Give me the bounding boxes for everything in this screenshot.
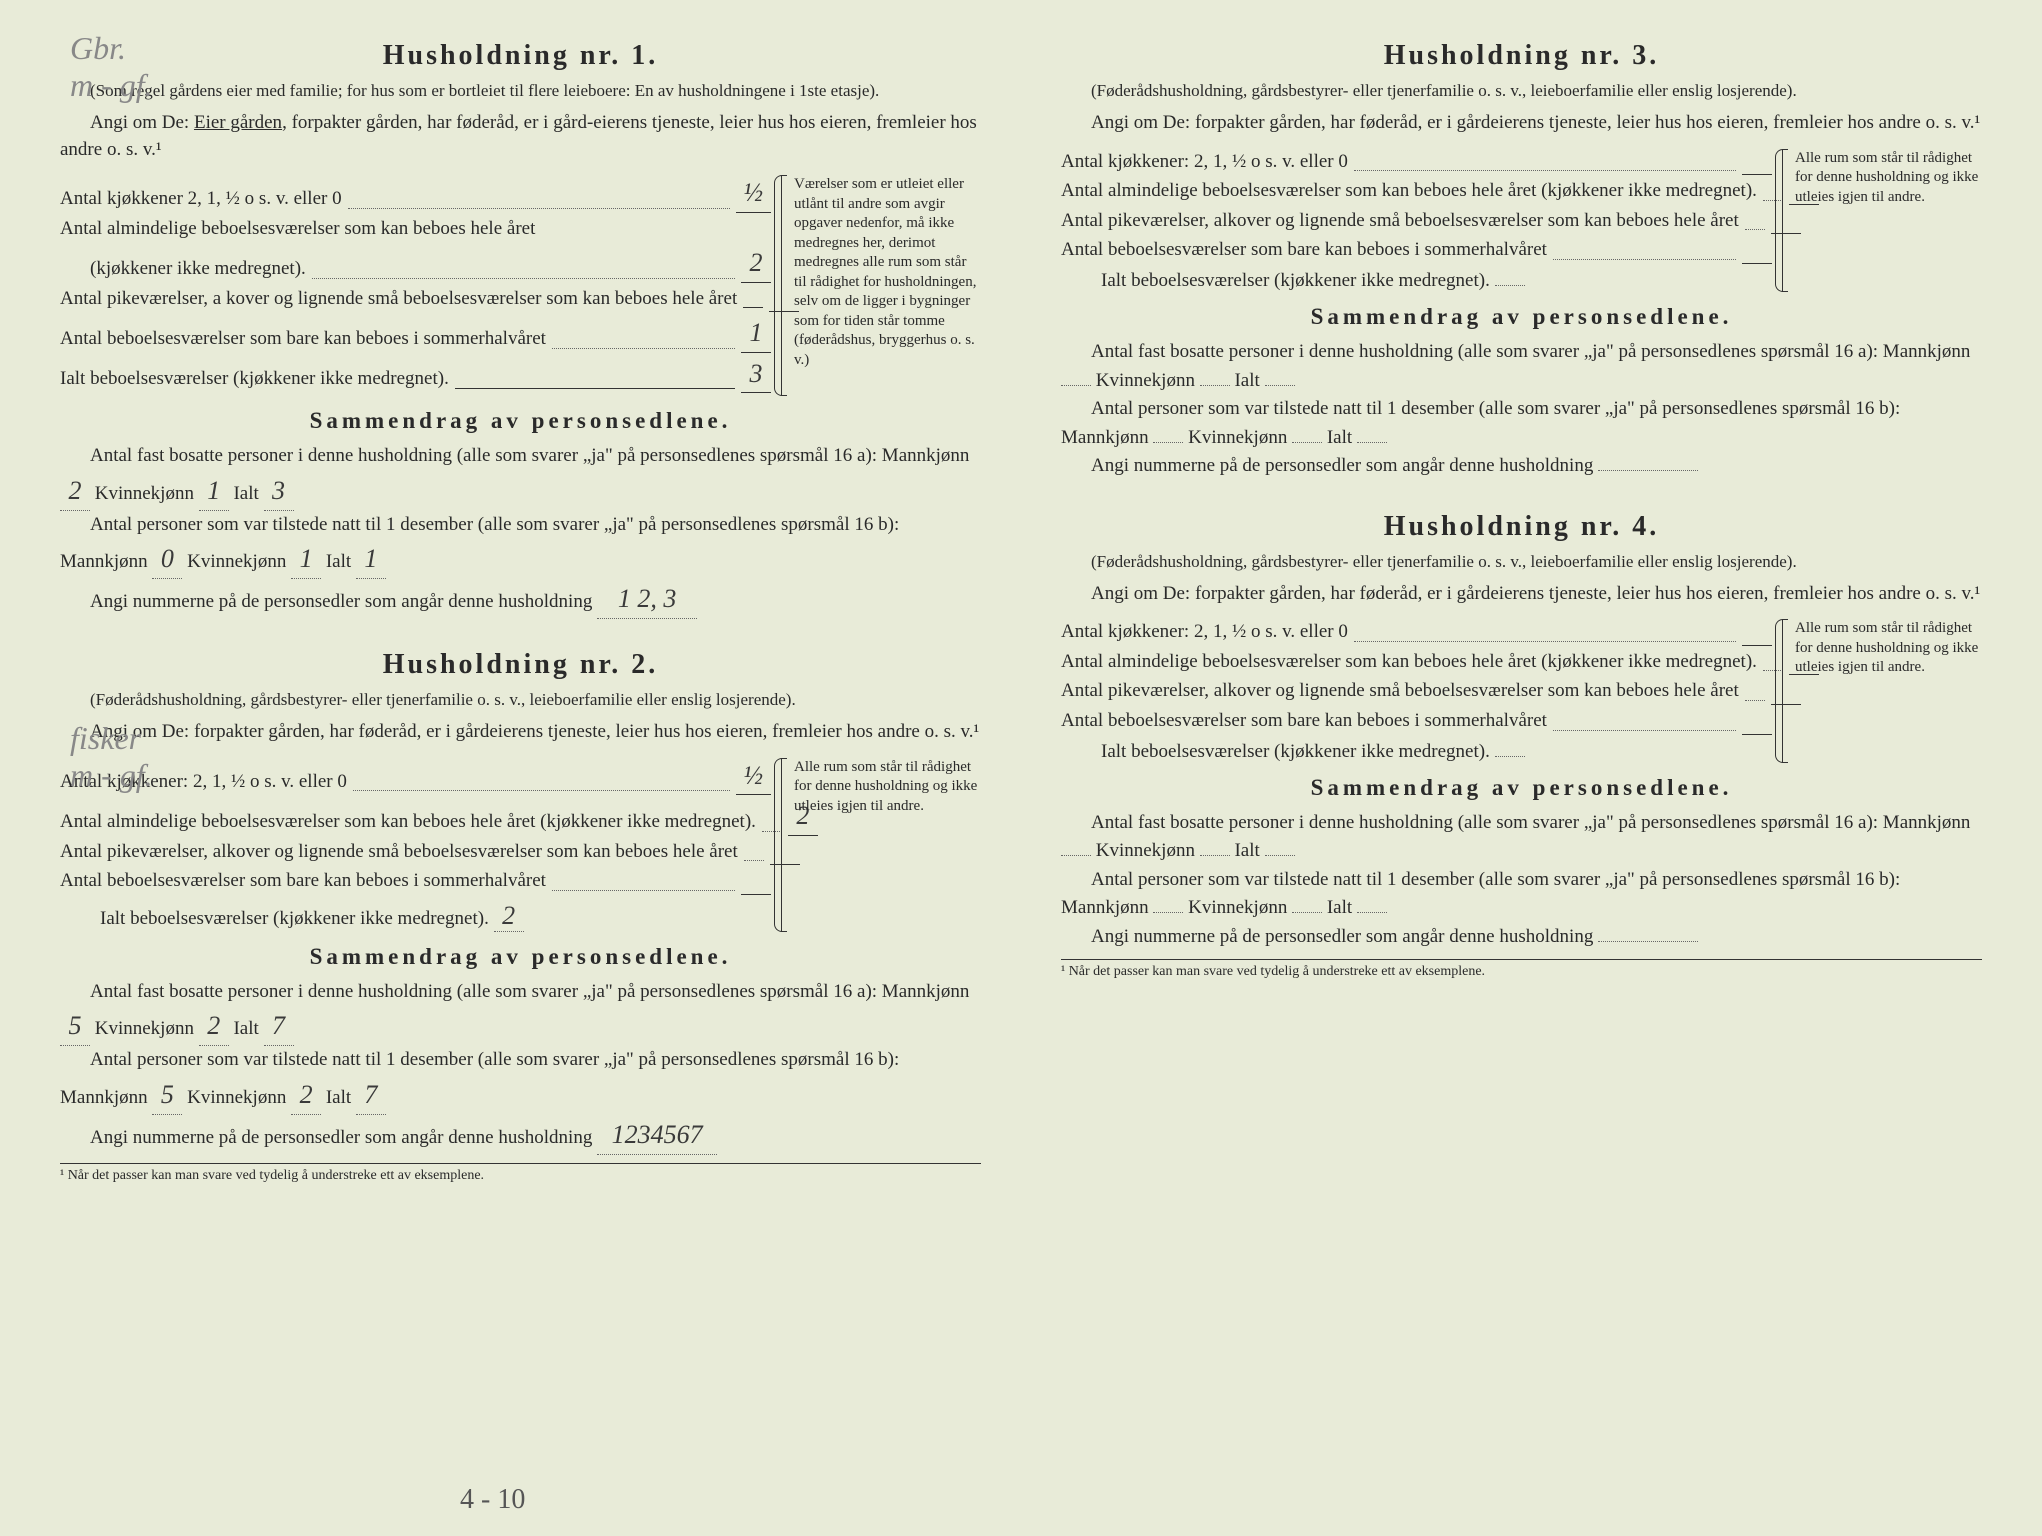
household-2-form: Antal kjøkkener: 2, 1, ½ o s. v. eller 0… bbox=[60, 758, 981, 932]
nummerne-line-4: Angi nummerne på de personsedler som ang… bbox=[1061, 923, 1982, 952]
household-2-angi: Angi om De: forpakter gården, har føderå… bbox=[60, 719, 981, 746]
household-4-form: Antal kjøkkener: 2, 1, ½ o s. v. eller 0… bbox=[1061, 619, 1982, 762]
kitchen-label-4: Antal kjøkkener: 2, 1, ½ o s. v. eller 0 bbox=[1061, 619, 1348, 646]
tilstede-line-3: Antal personer som var tilstede natt til… bbox=[1061, 395, 1982, 452]
household-1-form: Antal kjøkkener 2, 1, ½ o s. v. eller 0 … bbox=[60, 175, 981, 396]
rooms-label: Antal almindelige beboelsesværelser som … bbox=[60, 216, 535, 243]
ialt-value: 3 bbox=[741, 356, 771, 393]
household-2-title: Husholdning nr. 2. bbox=[60, 649, 981, 681]
household-2-subtitle: (Føderådshusholdning, gårdsbestyrer- ell… bbox=[60, 689, 981, 711]
rooms-label-3: Antal almindelige beboelsesværelser som … bbox=[1061, 178, 1757, 205]
summer-label-2: Antal beboelsesværelser som bare kan beb… bbox=[60, 868, 546, 895]
kitchen-label: Antal kjøkkener 2, 1, ½ o s. v. eller 0 bbox=[60, 186, 342, 213]
sidenote-3: Alle rum som står til rådighet for denne… bbox=[1782, 149, 1982, 292]
fast-line-4: Antal fast bosatte personer i denne hush… bbox=[1061, 809, 1982, 866]
household-4-subtitle: (Føderådshusholdning, gårdsbestyrer- ell… bbox=[1061, 551, 1982, 573]
sammendrag-title-4: Sammendrag av personsedlene. bbox=[1061, 775, 1982, 801]
ialt-label: Ialt beboelsesværelser (kjøkkener ikke m… bbox=[60, 366, 449, 393]
kitchen-value: ½ bbox=[736, 175, 772, 212]
summer-label-3: Antal beboelsesværelser som bare kan beb… bbox=[1061, 237, 1547, 264]
sidenote-2: Alle rum som står til rådighet for denne… bbox=[781, 758, 981, 932]
page-container: Husholdning nr. 1. (Som regel gårdens ei… bbox=[60, 40, 1982, 1496]
footnote-left: ¹ Når det passer kan man svare ved tydel… bbox=[60, 1163, 981, 1184]
household-1-angi: Angi om De: Eier gården, forpakter gårde… bbox=[60, 110, 981, 163]
kitchen-value-3 bbox=[1742, 174, 1772, 175]
household-3-angi: Angi om De: forpakter gården, har føderå… bbox=[1061, 110, 1982, 137]
sammendrag-title-1: Sammendrag av personsedlene. bbox=[60, 408, 981, 434]
household-1-title: Husholdning nr. 1. bbox=[60, 40, 981, 72]
kitchen-value-4 bbox=[1742, 645, 1772, 646]
rooms-value: 2 bbox=[741, 245, 771, 282]
nummerne-line-2: Angi nummerne på de personsedler som ang… bbox=[60, 1115, 981, 1155]
household-2: Husholdning nr. 2. (Føderådshusholdning,… bbox=[60, 649, 981, 1184]
pike-label: Antal pikeværelser, a kover og lignende … bbox=[60, 286, 737, 313]
sammendrag-title-3: Sammendrag av personsedlene. bbox=[1061, 304, 1982, 330]
summer-value: 1 bbox=[741, 315, 771, 352]
rooms-sublabel: (kjøkkener ikke medregnet). bbox=[90, 256, 306, 283]
fast-line-2: Antal fast bosatte personer i denne hush… bbox=[60, 978, 981, 1047]
kitchen-value-2: ½ bbox=[736, 758, 772, 795]
summer-label: Antal beboelsesværelser som bare kan beb… bbox=[60, 326, 546, 353]
handwritten-note-2: fisker m - gf. bbox=[70, 720, 153, 794]
household-4-angi: Angi om De: forpakter gården, har føderå… bbox=[1061, 581, 1982, 608]
ialt-value-2: 2 bbox=[494, 901, 524, 932]
summer-value-4 bbox=[1742, 734, 1772, 735]
rooms-label-4: Antal almindelige beboelsesværelser som … bbox=[1061, 649, 1757, 676]
ialt-value-4 bbox=[1495, 756, 1525, 757]
sammendrag-title-2: Sammendrag av personsedlene. bbox=[60, 944, 981, 970]
tilstede-line-2: Antal personer som var tilstede natt til… bbox=[60, 1046, 981, 1115]
handwritten-note-1: Gbr. m - gf. bbox=[70, 30, 153, 104]
household-3: Husholdning nr. 3. (Føderådshusholdning,… bbox=[1061, 40, 1982, 481]
household-1-subtitle: (Som regel gårdens eier med familie; for… bbox=[60, 80, 981, 102]
tilstede-line-1: Antal personer som var tilstede natt til… bbox=[60, 511, 981, 580]
pike-label-4: Antal pikeværelser, alkover og lignende … bbox=[1061, 678, 1739, 705]
nummerne-line-3: Angi nummerne på de personsedler som ang… bbox=[1061, 452, 1982, 481]
household-3-title: Husholdning nr. 3. bbox=[1061, 40, 1982, 72]
kitchen-label-3: Antal kjøkkener: 2, 1, ½ o s. v. eller 0 bbox=[1061, 149, 1348, 176]
ialt-label-4: Ialt beboelsesværelser (kjøkkener ikke m… bbox=[1101, 741, 1490, 762]
ialt-value-3 bbox=[1495, 285, 1525, 286]
ialt-label-2: Ialt beboelsesværelser (kjøkkener ikke m… bbox=[100, 908, 489, 929]
left-column: Husholdning nr. 1. (Som regel gårdens ei… bbox=[60, 40, 981, 1496]
summer-value-3 bbox=[1742, 263, 1772, 264]
household-4: Husholdning nr. 4. (Føderådshusholdning,… bbox=[1061, 511, 1982, 981]
household-4-title: Husholdning nr. 4. bbox=[1061, 511, 1982, 543]
household-3-form: Antal kjøkkener: 2, 1, ½ o s. v. eller 0… bbox=[1061, 149, 1982, 292]
sidenote-4: Alle rum som står til rådighet for denne… bbox=[1782, 619, 1982, 762]
summer-value-2 bbox=[741, 894, 771, 895]
household-3-subtitle: (Føderådshusholdning, gårdsbestyrer- ell… bbox=[1061, 80, 1982, 102]
tilstede-line-4: Antal personer som var tilstede natt til… bbox=[1061, 866, 1982, 923]
fast-line-3: Antal fast bosatte personer i denne hush… bbox=[1061, 338, 1982, 395]
ialt-label-3: Ialt beboelsesværelser (kjøkkener ikke m… bbox=[1101, 270, 1490, 291]
pike-label-3: Antal pikeværelser, alkover og lignende … bbox=[1061, 208, 1739, 235]
right-column: Husholdning nr. 3. (Føderådshusholdning,… bbox=[1061, 40, 1982, 1496]
rooms-label-2: Antal almindelige beboelsesværelser som … bbox=[60, 809, 756, 836]
footnote-right: ¹ Når det passer kan man svare ved tydel… bbox=[1061, 959, 1982, 980]
sidenote-1: Værelser som er utleiet eller utlånt til… bbox=[781, 175, 981, 396]
fast-line-1: Antal fast bosatte personer i denne hush… bbox=[60, 442, 981, 511]
nummerne-line-1: Angi nummerne på de personsedler som ang… bbox=[60, 579, 981, 619]
summer-label-4: Antal beboelsesværelser som bare kan beb… bbox=[1061, 708, 1547, 735]
household-1: Husholdning nr. 1. (Som regel gårdens ei… bbox=[60, 40, 981, 619]
pike-label-2: Antal pikeværelser, alkover og lignende … bbox=[60, 839, 738, 866]
bottom-handwritten: 4 - 10 bbox=[460, 1484, 525, 1516]
